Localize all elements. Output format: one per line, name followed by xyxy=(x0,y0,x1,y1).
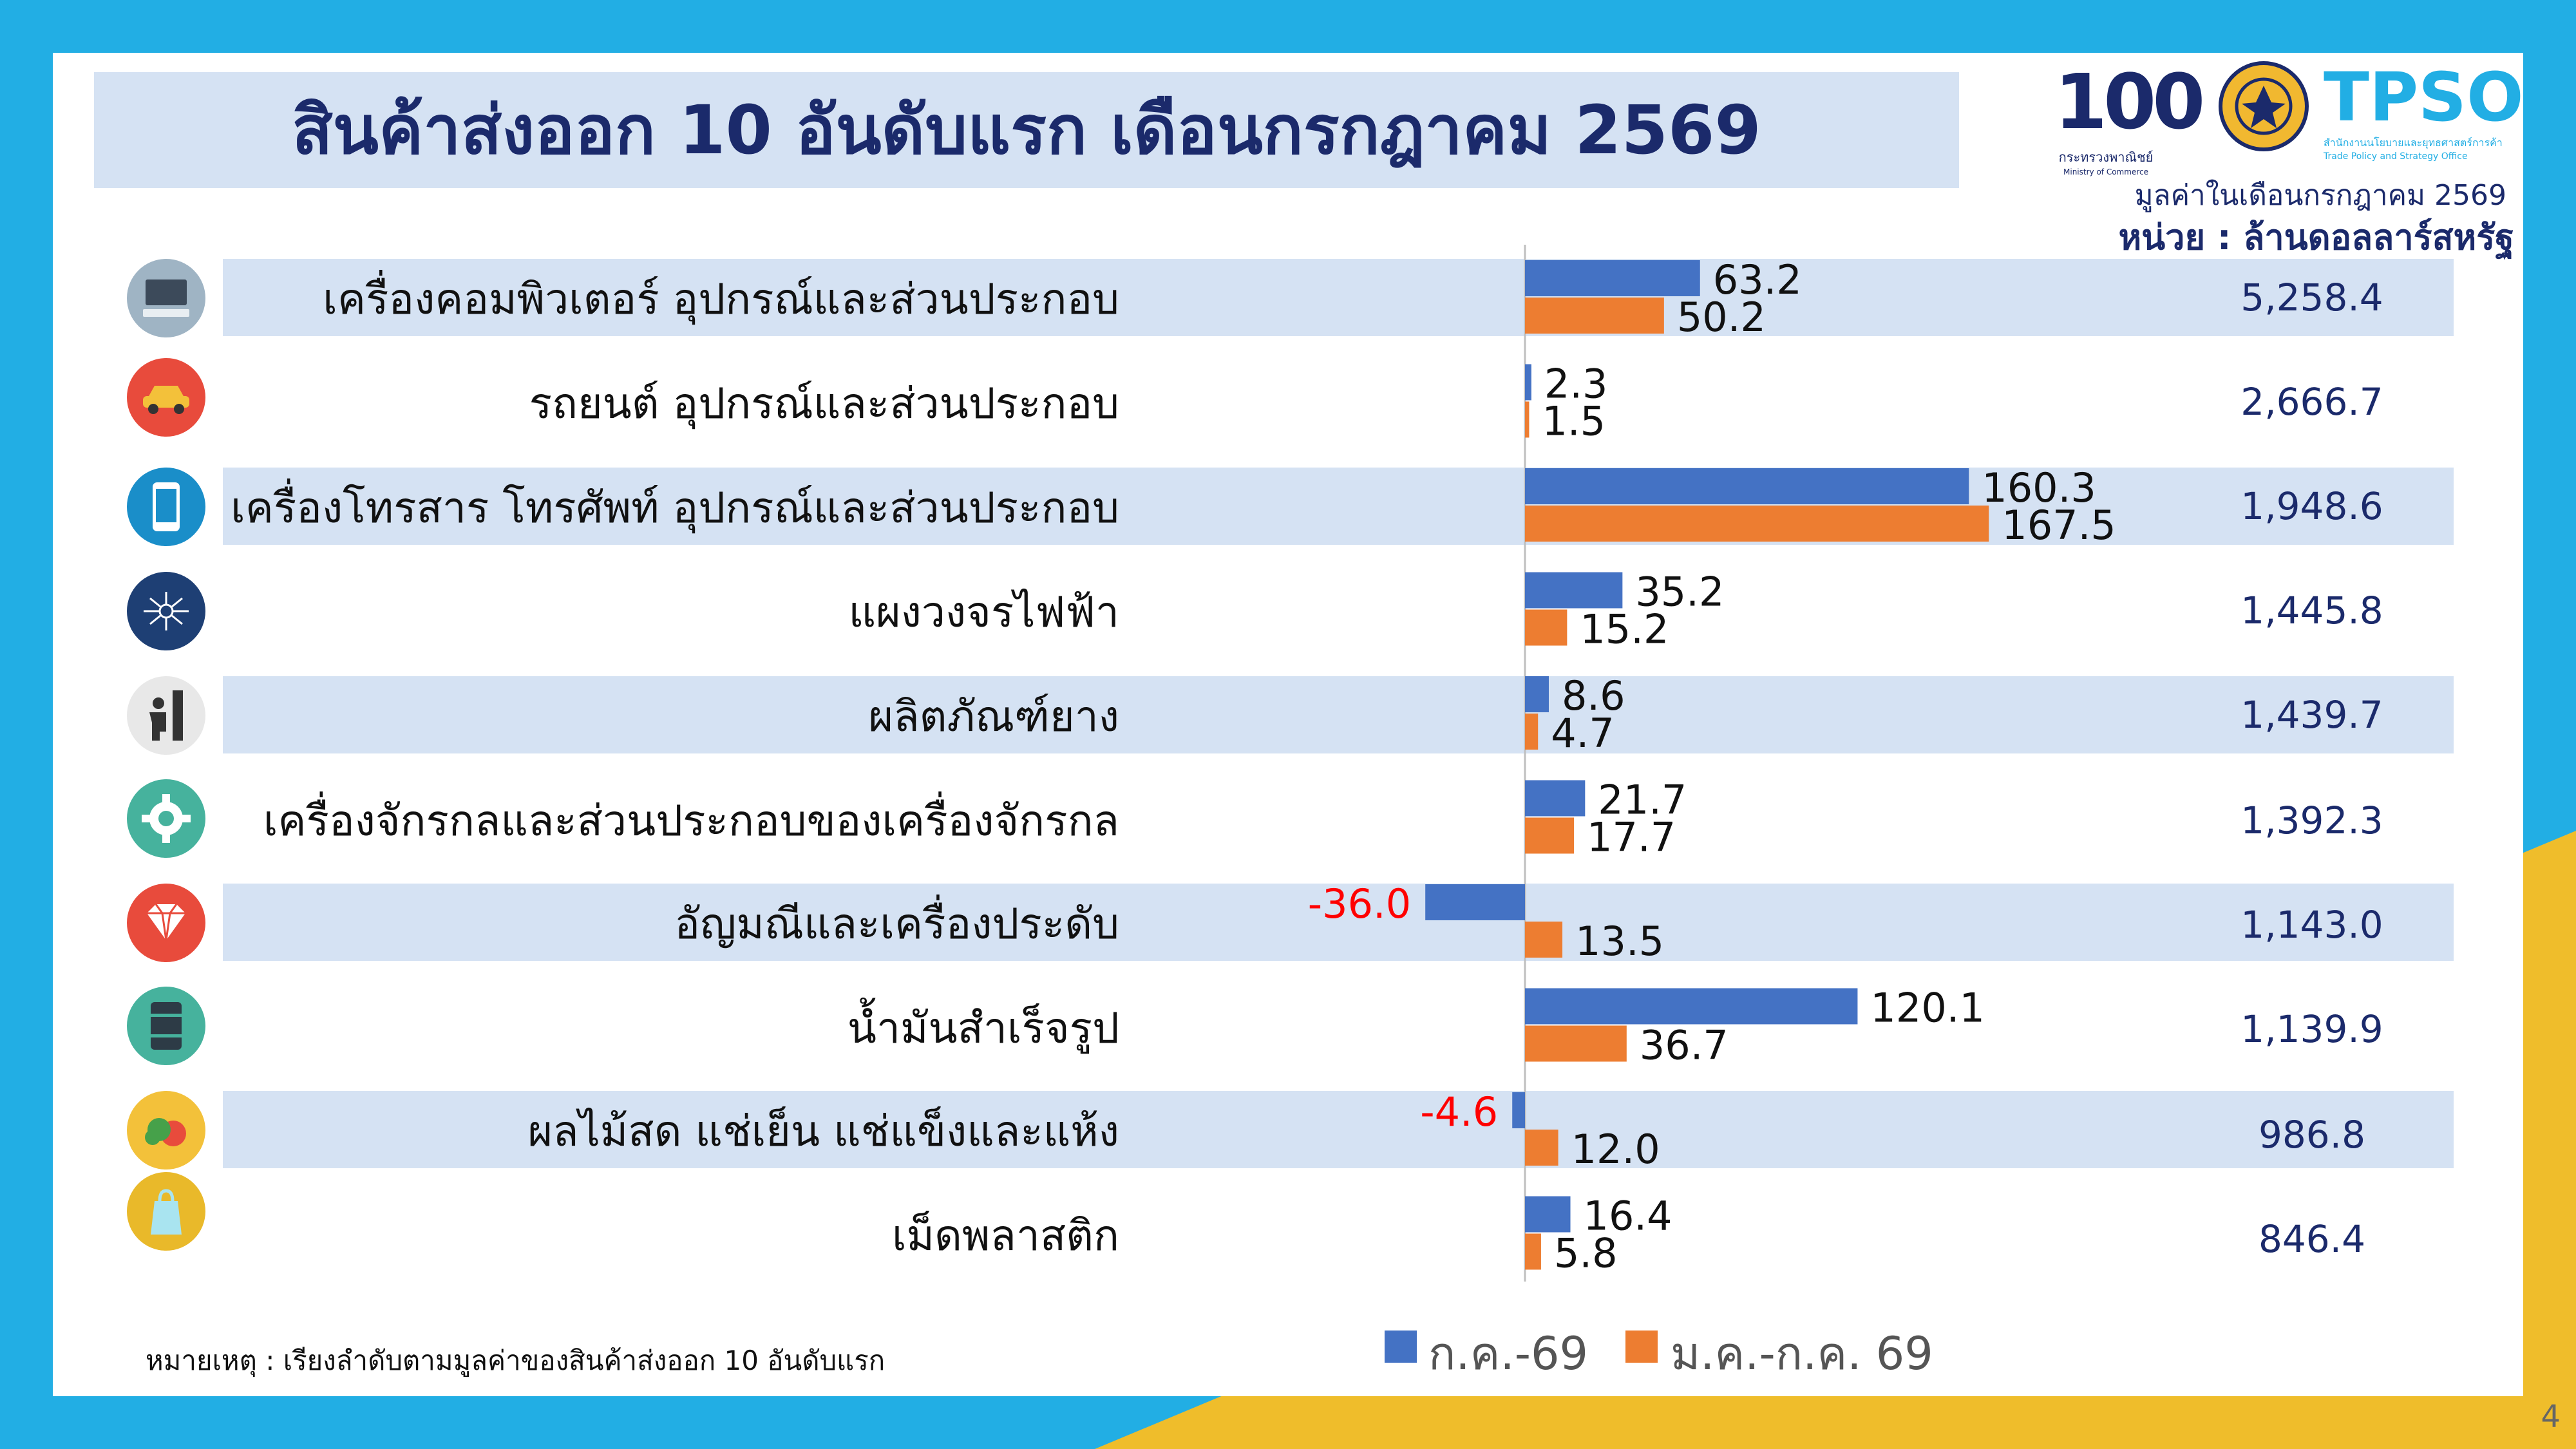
seal-emblem-icon xyxy=(2235,77,2293,135)
bar-jul xyxy=(1525,260,1700,296)
row-band xyxy=(223,1091,2454,1168)
bar-ytd xyxy=(1525,714,1539,750)
category-label: อัญมณีและเครื่องประดับ xyxy=(674,899,1119,949)
total-value: 1,445.8 xyxy=(2240,589,2383,632)
row-band xyxy=(223,468,2454,545)
category-label: แผงวงจรไฟฟ้า xyxy=(848,587,1119,637)
bar-jul xyxy=(1525,676,1549,712)
data-label-jul: -36.0 xyxy=(1308,880,1411,927)
total-value: 1,139.9 xyxy=(2240,1007,2383,1051)
fruit-icon xyxy=(127,1091,205,1170)
page-number: 4 xyxy=(2541,1399,2561,1435)
data-label-ytd: 12.0 xyxy=(1571,1126,1660,1173)
title-band xyxy=(94,72,1959,188)
bar-jul xyxy=(1525,988,1858,1025)
gem-icon xyxy=(127,884,205,962)
bar-ytd xyxy=(1525,506,1989,542)
data-label-jul: 120.1 xyxy=(1870,985,1985,1032)
bar-jul xyxy=(1525,364,1531,401)
row-band xyxy=(223,676,2454,753)
page-title: สินค้าส่งออก 10 อันดับแรก เดือนกรกฎาคม 2… xyxy=(292,91,1761,169)
data-label-ytd: 5.8 xyxy=(1554,1230,1618,1277)
tpso-logo: TPSO สำนักงานนโยบายและยุทธศาสตร์การค้า T… xyxy=(2324,58,2524,162)
category-label: เครื่องคอมพิวเตอร์ อุปกรณ์และส่วนประกอบ xyxy=(323,274,1119,324)
total-value: 5,258.4 xyxy=(2240,276,2383,319)
total-value: 1,143.0 xyxy=(2240,903,2383,947)
legend-swatch-jul xyxy=(1385,1331,1417,1363)
ministry-logo-caption-en: Ministry of Commerce xyxy=(2063,167,2148,176)
bar-ytd xyxy=(1525,609,1567,646)
data-label-ytd: 17.7 xyxy=(1587,814,1676,861)
rubber-icon xyxy=(127,676,205,755)
bar-ytd xyxy=(1525,817,1575,854)
bar-ytd xyxy=(1525,1130,1558,1166)
footnote: หมายเหตุ : เรียงลำดับตามมูลค่าของสินค้าส… xyxy=(146,1345,886,1376)
total-value: 1,392.3 xyxy=(2240,799,2383,842)
bar-jul xyxy=(1525,468,1969,504)
bar-ytd xyxy=(1525,298,1664,334)
bar-jul xyxy=(1525,572,1623,609)
category-label: รถยนต์ อุปกรณ์และส่วนประกอบ xyxy=(529,379,1119,428)
oil-barrel-icon xyxy=(127,987,205,1065)
garuda-seal-icon xyxy=(2219,61,2309,151)
legend-label-ytd: ม.ค.-ก.ค. 69 xyxy=(1671,1327,1933,1380)
ministry-logo-caption: กระทรวงพาณิชย์ xyxy=(2058,149,2154,165)
category-label: เครื่องจักรกลและส่วนประกอบของเครื่องจักร… xyxy=(263,796,1119,846)
data-label-ytd: 1.5 xyxy=(1542,398,1605,445)
category-label: ผลิตภัณฑ์ยาง xyxy=(868,692,1119,741)
category-label: เม็ดพลาสติก xyxy=(891,1211,1119,1260)
legend-swatch-ytd xyxy=(1625,1331,1658,1363)
data-label-ytd: 15.2 xyxy=(1580,606,1669,653)
unit-month-caption: มูลค่าในเดือนกรกฎาคม 2569 xyxy=(2134,179,2506,212)
bar-ytd xyxy=(1525,1025,1627,1062)
bar-jul xyxy=(1525,1196,1571,1233)
data-label-jul: 16.4 xyxy=(1584,1193,1672,1240)
total-value: 1,948.6 xyxy=(2240,484,2383,528)
bar-jul xyxy=(1425,884,1525,920)
bar-ytd xyxy=(1525,401,1530,438)
data-label-jul: 8.6 xyxy=(1562,672,1625,719)
data-label-jul: -4.6 xyxy=(1420,1088,1498,1135)
data-label-jul: 21.7 xyxy=(1598,777,1687,824)
category-label: เครื่องโทรสาร โทรศัพท์ อุปกรณ์และส่วนประ… xyxy=(231,483,1119,533)
data-label-ytd: 167.5 xyxy=(2002,502,2116,549)
data-label-jul: 2.3 xyxy=(1544,361,1608,408)
data-label-ytd: 50.2 xyxy=(1677,294,1766,341)
data-label-ytd: 4.7 xyxy=(1551,710,1615,757)
computer-icon xyxy=(127,259,205,337)
tpso-logo-text: TPSO xyxy=(2324,58,2524,137)
row-band xyxy=(223,884,2454,961)
bar-jul xyxy=(1525,780,1586,817)
bar-jul xyxy=(1512,1092,1525,1128)
plastic-bag-icon xyxy=(127,1172,205,1251)
unit-label: หน่วย : ล้านดอลลาร์สหรัฐ xyxy=(2118,217,2514,258)
gear-icon xyxy=(127,779,205,858)
bar-ytd xyxy=(1525,1233,1541,1270)
category-label: ผลไม้สด แช่เย็น แช่แข็งและแห้ง xyxy=(527,1106,1119,1156)
total-value: 2,666.7 xyxy=(2240,380,2383,424)
car-icon xyxy=(127,358,205,437)
category-label: น้ำมันสำเร็จรูป xyxy=(847,1003,1119,1053)
total-value: 1,439.7 xyxy=(2240,693,2383,737)
data-label-jul: 160.3 xyxy=(1982,464,2096,511)
data-label-ytd: 13.5 xyxy=(1575,918,1664,965)
tpso-logo-caption-en: Trade Policy and Strategy Office xyxy=(2324,151,2468,162)
circuit-icon xyxy=(127,572,205,650)
phone-icon xyxy=(127,468,205,546)
data-label-ytd: 36.7 xyxy=(1640,1022,1728,1069)
legend-label-jul: ก.ค.-69 xyxy=(1428,1327,1589,1380)
bar-ytd xyxy=(1525,922,1563,958)
total-value: 986.8 xyxy=(2258,1113,2366,1157)
data-label-jul: 35.2 xyxy=(1635,569,1724,616)
tpso-logo-caption: สำนักงานนโยบายและยุทธศาสตร์การค้า xyxy=(2324,137,2503,149)
total-value: 846.4 xyxy=(2258,1217,2366,1261)
data-label-jul: 63.2 xyxy=(1713,256,1802,303)
row-band xyxy=(223,259,2454,336)
